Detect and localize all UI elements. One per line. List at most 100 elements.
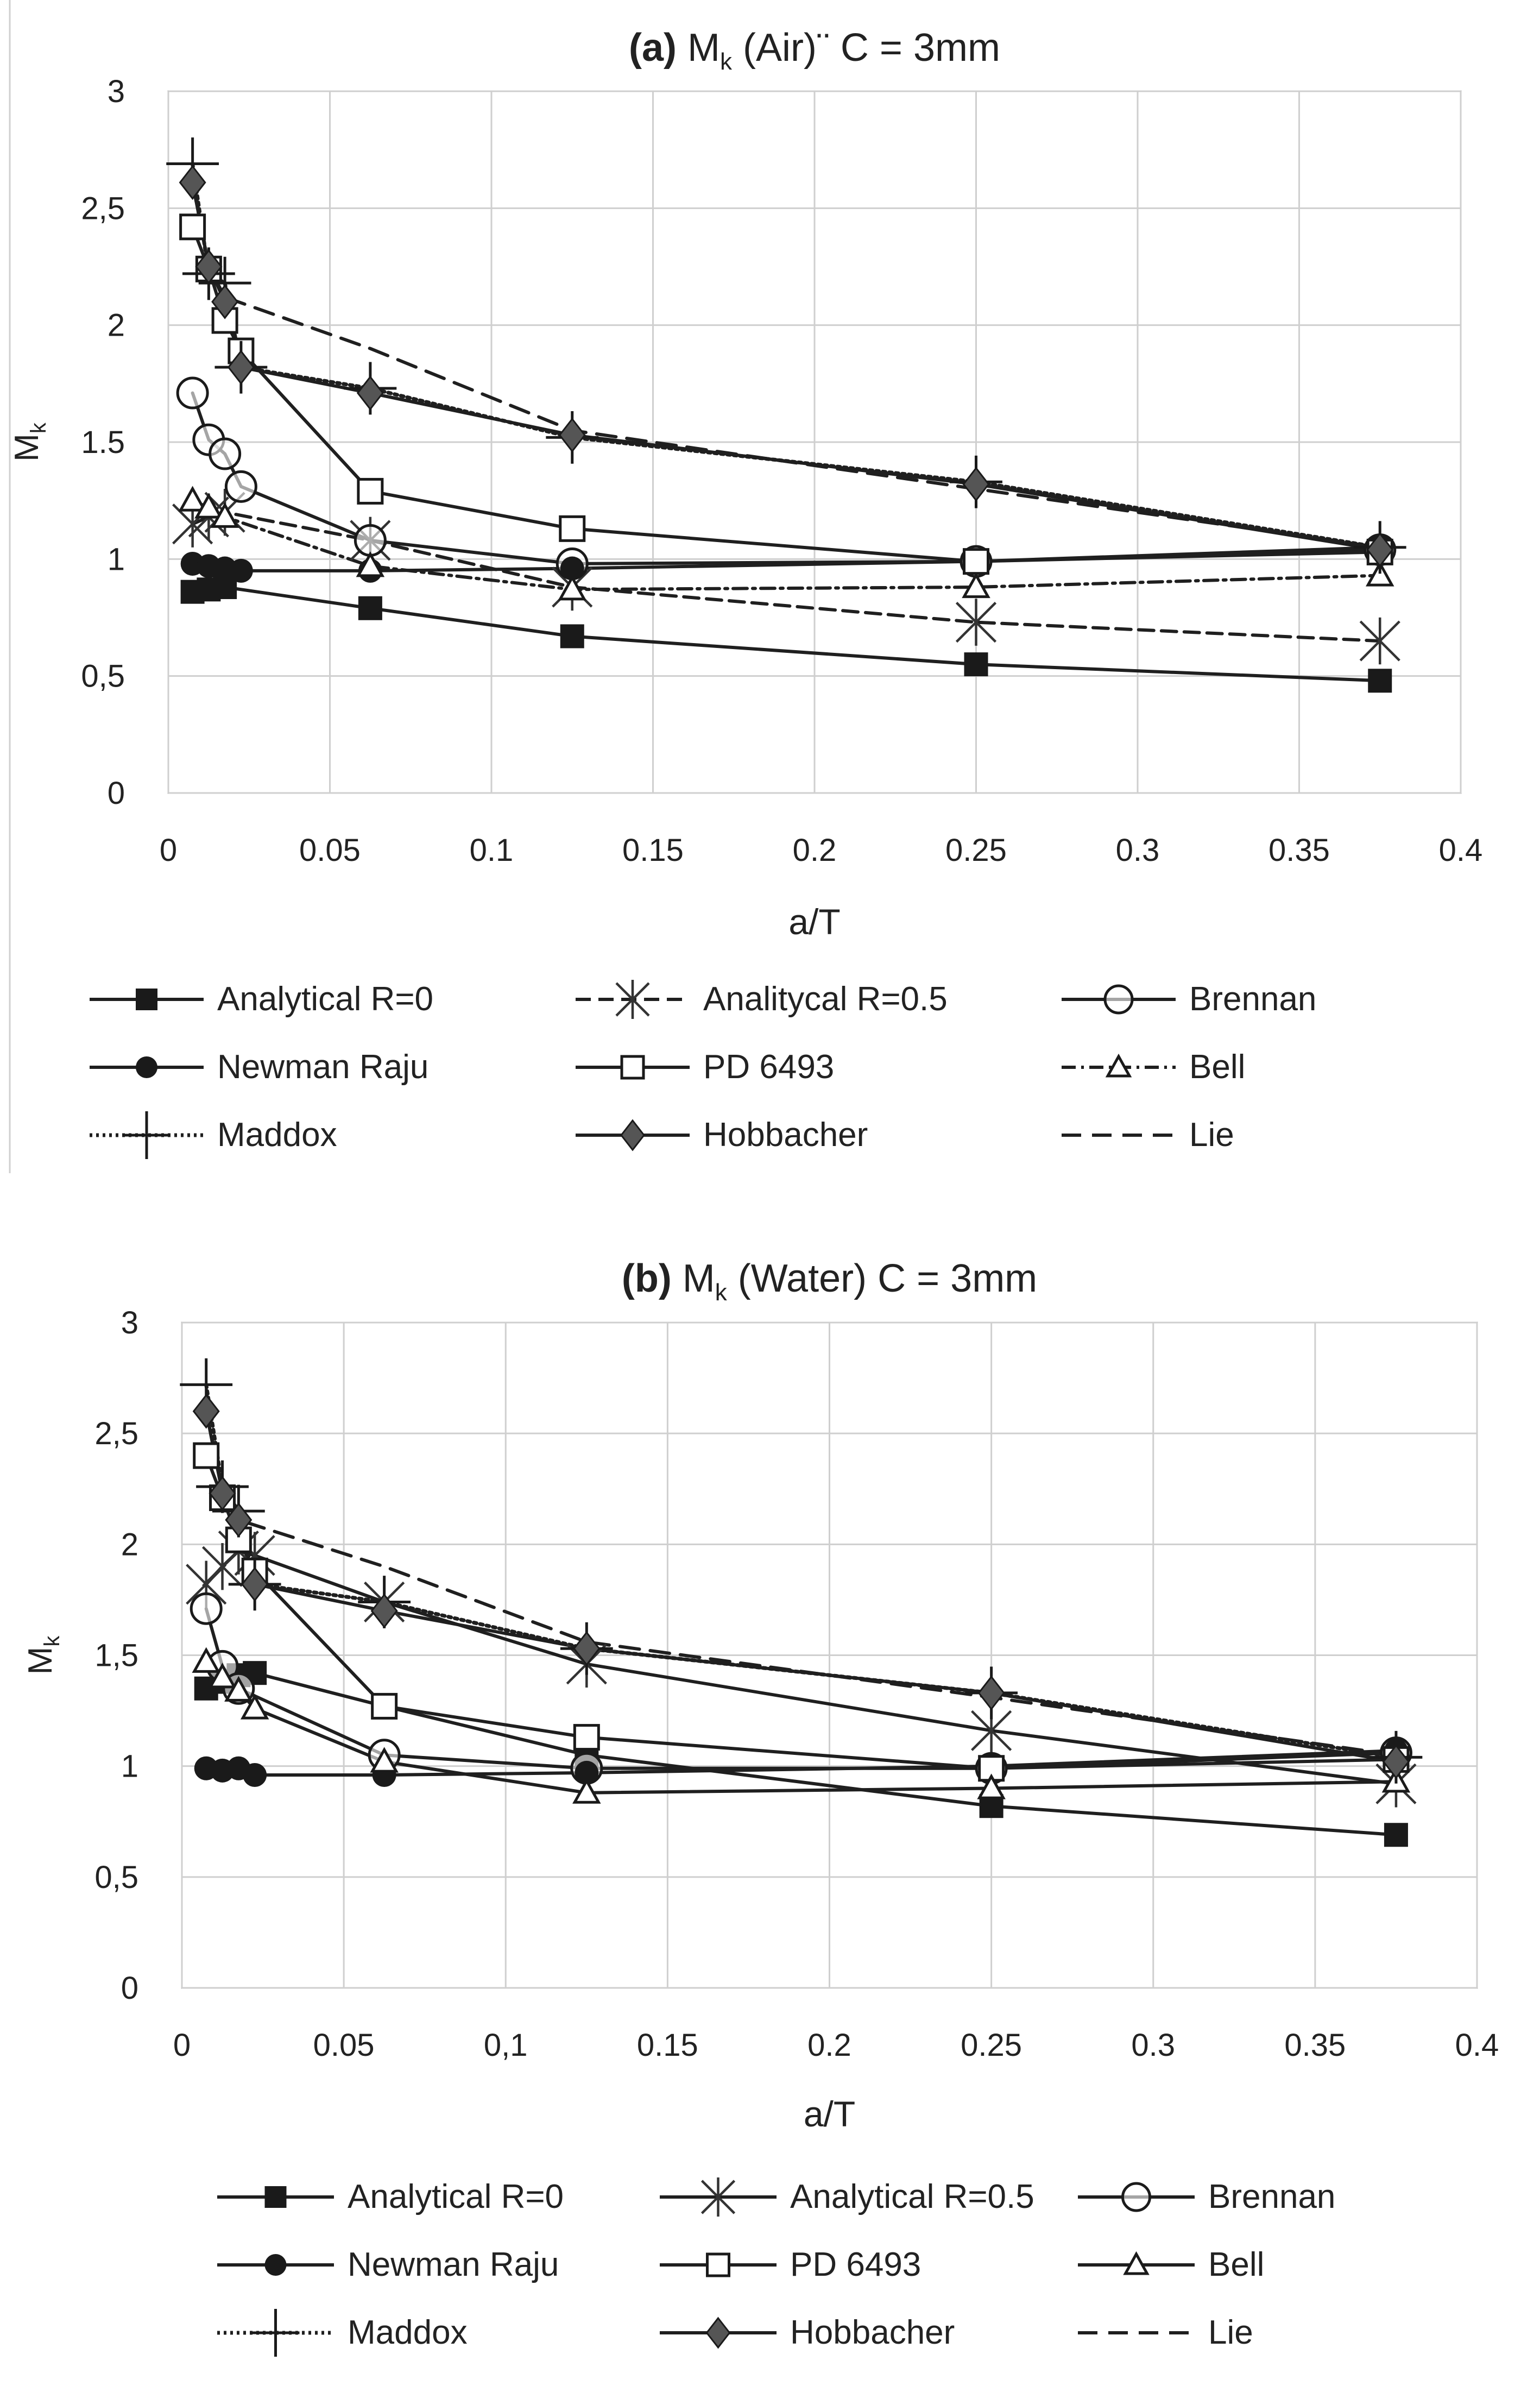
legend-label: Hobbacher — [703, 1116, 868, 1154]
legend-item: Brennan — [1062, 980, 1316, 1018]
legend-label: PD 6493 — [703, 1048, 834, 1086]
data-point — [370, 1747, 399, 1773]
legend-marker — [615, 980, 650, 1019]
data-point — [354, 524, 387, 557]
data-point — [356, 375, 384, 411]
legend-label: Newman Raju — [217, 1048, 428, 1086]
data-point — [1368, 669, 1392, 693]
legend-marker — [706, 2252, 730, 2277]
data-point — [210, 502, 239, 528]
legend-item: Analytical R=0.5 — [660, 2177, 1034, 2217]
data-point — [558, 417, 586, 453]
data-point — [962, 467, 990, 502]
legend-label: Lie — [1189, 1116, 1234, 1154]
x-axis-label: a/T — [788, 902, 840, 942]
legend-label: Maddox — [217, 1116, 337, 1154]
legend-item: Maddox — [90, 1111, 337, 1159]
series-group — [166, 137, 1406, 693]
data-point — [224, 1676, 253, 1702]
y-axis-symbol: M — [22, 1647, 59, 1675]
data-point — [560, 556, 584, 581]
data-point — [243, 1763, 267, 1787]
data-point — [240, 1694, 269, 1720]
data-point — [194, 493, 223, 519]
y-tick-label: 0,5 — [94, 1860, 138, 1895]
legend-label: Analitycal R=0.5 — [703, 980, 948, 1018]
x-tick-label: 0.05 — [313, 2028, 375, 2063]
legend-marker — [620, 1055, 645, 1080]
x-tick-label: 0 — [160, 833, 177, 868]
x-tick-label: 0.2 — [807, 2028, 851, 2063]
data-point — [193, 1442, 220, 1469]
legend-marker — [1123, 2251, 1150, 2275]
legend-item: PD 6493 — [576, 1048, 834, 1086]
data-point — [224, 470, 257, 503]
legend-marker — [136, 989, 157, 1010]
legend-item: Analytical R=0 — [217, 2178, 564, 2215]
data-point — [370, 1593, 398, 1628]
panel-label: (a) — [629, 26, 687, 70]
data-point — [357, 477, 384, 505]
data-point — [1359, 617, 1400, 665]
data-point — [192, 1394, 220, 1429]
y-tick-label: 2,5 — [94, 1416, 138, 1451]
data-point — [955, 599, 997, 646]
data-point — [1382, 1744, 1410, 1779]
legend-item: Brennan — [1078, 2178, 1335, 2215]
legend-label: PD 6493 — [790, 2246, 921, 2283]
data-point — [962, 572, 990, 599]
y-tick-label: 3 — [121, 1305, 138, 1340]
legend-item: Analitycal R=0.5 — [576, 980, 948, 1019]
data-point — [225, 1502, 253, 1538]
title-text: (Air)¨ C = 3mm — [732, 26, 1000, 70]
legend-marker — [136, 1056, 157, 1078]
legend-label: Hobbacher — [790, 2314, 955, 2351]
data-point — [1366, 561, 1394, 587]
legend: Analytical R=0 Analytical R=0.5 Brennan New… — [217, 2177, 1335, 2357]
legend-item: Maddox — [217, 2309, 468, 2357]
legend-item: Lie — [1062, 1116, 1234, 1154]
legend-item: Newman Raju — [217, 2246, 559, 2283]
legend-item: Bell — [1062, 1048, 1245, 1086]
y-tick-label: 2 — [121, 1527, 138, 1562]
y-tick-label: 0 — [108, 776, 125, 811]
x-tick-label: 0.05 — [299, 833, 361, 868]
chart-title: (b) Mk (Water) C = 3mm — [622, 1257, 1037, 1306]
legend-marker — [123, 1111, 171, 1159]
legend-marker — [1105, 1053, 1132, 1078]
data-point — [559, 515, 586, 542]
legend-marker — [620, 1119, 645, 1151]
legend-label: Analytical R=0 — [348, 2178, 564, 2215]
legend-item: Hobbacher — [660, 2314, 955, 2351]
data-point — [573, 1631, 601, 1666]
legend-marker — [1103, 984, 1134, 1015]
x-tick-label: 0.4 — [1439, 833, 1483, 868]
data-point — [208, 1663, 237, 1689]
data-point — [558, 575, 586, 601]
y-axis-label: Mk — [22, 1635, 64, 1675]
title-symbol: M — [683, 1257, 715, 1300]
legend-item: Bell — [1078, 2246, 1264, 2283]
legend-marker — [1121, 2182, 1151, 2212]
legend-label: Bell — [1189, 1048, 1245, 1086]
y-tick-label: 0,5 — [81, 659, 125, 694]
chart-panel-b: 0 0.05 0,1 0.15 0.2 0.25 0.3 0.35 0.4 0 0,5 1 1,5 2 2,… — [22, 1257, 1499, 2357]
legend-item: PD 6493 — [660, 2246, 921, 2283]
data-point — [192, 1647, 220, 1673]
y-tick-label: 1.5 — [81, 425, 125, 460]
title-subscript: k — [715, 1279, 728, 1306]
y-tick-label: 2 — [108, 308, 125, 343]
x-tick-label: 0.35 — [1284, 2028, 1346, 2063]
data-point — [964, 652, 988, 677]
title-text: (Water) C = 3mm — [727, 1257, 1037, 1300]
data-point — [573, 1724, 600, 1751]
x-tick-label: 0.2 — [793, 833, 837, 868]
legend-label: Lie — [1208, 2314, 1253, 2351]
panel-label: (b) — [622, 1257, 683, 1300]
x-tick-label: 0,1 — [484, 2028, 528, 2063]
legend-marker — [264, 2254, 287, 2276]
data-point — [179, 213, 206, 241]
x-tick-label: 0.25 — [945, 833, 1007, 868]
data-point — [575, 1760, 599, 1785]
